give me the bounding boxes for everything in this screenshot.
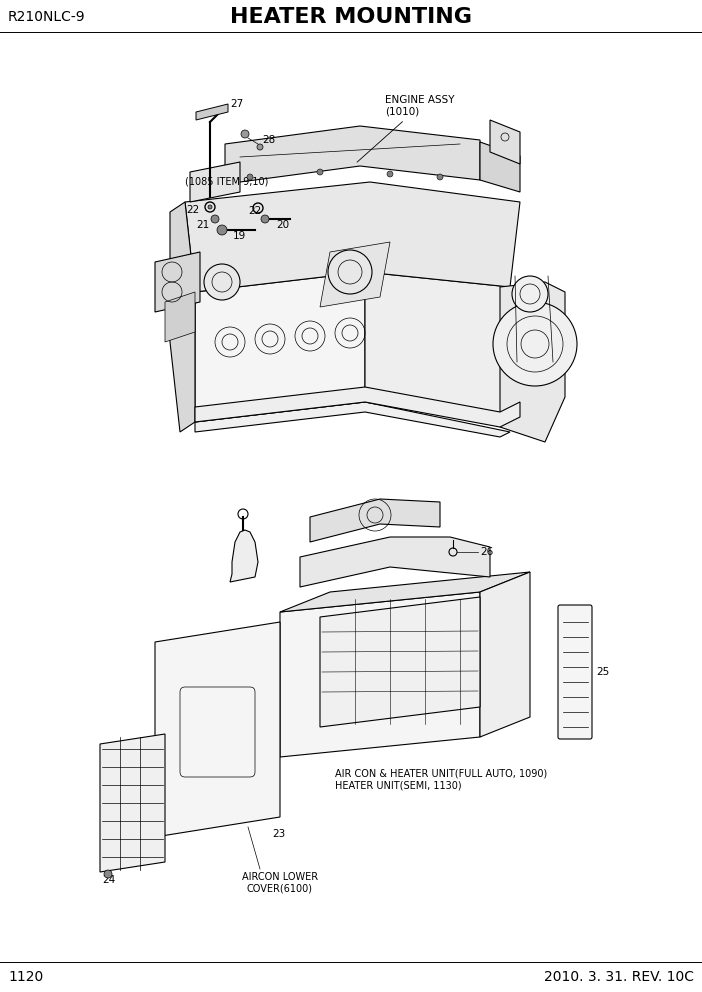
Circle shape — [317, 169, 323, 175]
Polygon shape — [365, 272, 510, 427]
Text: HEATER UNIT(SEMI, 1130): HEATER UNIT(SEMI, 1130) — [335, 780, 462, 790]
Circle shape — [247, 174, 253, 180]
Circle shape — [261, 215, 269, 223]
Polygon shape — [196, 104, 228, 120]
Text: 25: 25 — [596, 667, 609, 677]
Text: 19: 19 — [233, 231, 246, 241]
Polygon shape — [480, 142, 520, 192]
Text: 24: 24 — [102, 875, 115, 885]
Polygon shape — [280, 572, 530, 612]
Polygon shape — [230, 530, 258, 582]
Text: R210NLC-9: R210NLC-9 — [8, 10, 86, 24]
FancyBboxPatch shape — [558, 605, 592, 739]
Text: 22: 22 — [187, 205, 200, 215]
Polygon shape — [310, 499, 440, 542]
Circle shape — [204, 264, 240, 300]
Polygon shape — [225, 126, 480, 184]
Text: 23: 23 — [272, 829, 285, 839]
Polygon shape — [195, 272, 365, 422]
Circle shape — [208, 205, 212, 209]
Text: 27: 27 — [230, 99, 244, 109]
Polygon shape — [185, 182, 520, 292]
Circle shape — [241, 130, 249, 138]
Text: 21: 21 — [197, 220, 210, 230]
Text: 20: 20 — [276, 220, 289, 230]
Text: AIR CON & HEATER UNIT(FULL AUTO, 1090): AIR CON & HEATER UNIT(FULL AUTO, 1090) — [335, 769, 548, 779]
Text: 22: 22 — [248, 206, 261, 216]
Polygon shape — [490, 120, 520, 164]
Text: 1120: 1120 — [8, 970, 44, 984]
Circle shape — [493, 302, 577, 386]
Polygon shape — [320, 242, 390, 307]
Polygon shape — [195, 387, 520, 427]
Polygon shape — [300, 537, 490, 587]
Text: HEATER MOUNTING: HEATER MOUNTING — [230, 7, 472, 27]
Circle shape — [217, 225, 227, 235]
Text: (1085 ITEM 9,10): (1085 ITEM 9,10) — [185, 177, 268, 187]
Polygon shape — [480, 572, 530, 737]
Text: ENGINE ASSY
(1010): ENGINE ASSY (1010) — [357, 95, 454, 162]
Polygon shape — [100, 734, 165, 872]
Text: 2010. 3. 31. REV. 10C: 2010. 3. 31. REV. 10C — [544, 970, 694, 984]
Circle shape — [257, 144, 263, 150]
Polygon shape — [190, 162, 240, 202]
Circle shape — [437, 174, 443, 180]
Polygon shape — [280, 592, 480, 757]
Circle shape — [211, 215, 219, 223]
Polygon shape — [560, 607, 590, 737]
Text: AIRCON LOWER
COVER(6100): AIRCON LOWER COVER(6100) — [242, 872, 318, 894]
Polygon shape — [195, 402, 510, 437]
Circle shape — [104, 870, 112, 878]
Polygon shape — [155, 622, 280, 837]
Text: 26: 26 — [480, 547, 494, 557]
Polygon shape — [165, 292, 195, 342]
Polygon shape — [170, 202, 195, 432]
Circle shape — [387, 171, 393, 177]
Text: 28: 28 — [262, 135, 275, 145]
Circle shape — [328, 250, 372, 294]
Polygon shape — [155, 252, 200, 312]
Polygon shape — [320, 597, 480, 727]
Circle shape — [512, 276, 548, 312]
Polygon shape — [500, 282, 565, 442]
